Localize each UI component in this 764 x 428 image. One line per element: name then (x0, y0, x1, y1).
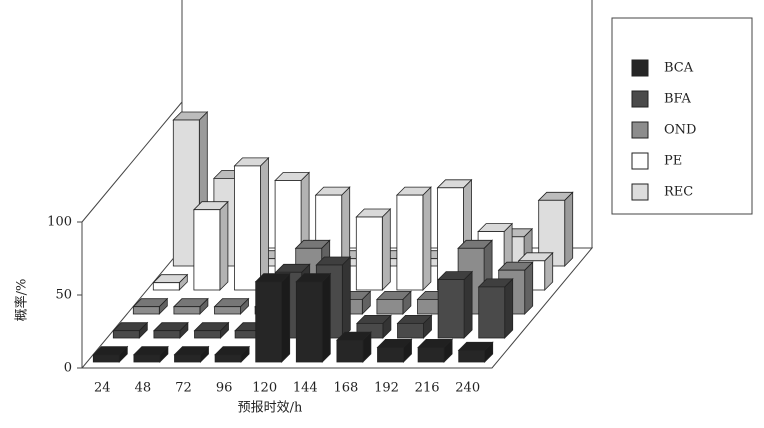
bar (214, 306, 241, 315)
y-tick-label: 0 (64, 361, 72, 376)
bar (255, 281, 283, 363)
x-tick-label: 120 (252, 381, 277, 396)
legend-swatch (631, 90, 649, 108)
legend-box (611, 17, 753, 215)
bar (132, 306, 160, 315)
legend-label: OND (664, 123, 696, 138)
bar (193, 209, 221, 291)
bar (234, 165, 261, 291)
side-wall-edge (81, 101, 183, 223)
legend-swatch (631, 183, 649, 201)
bar (376, 298, 404, 315)
bar-side (281, 272, 291, 363)
y-axis-label: 概率/% (14, 279, 30, 322)
x-tick-label: 240 (455, 381, 480, 396)
bar-side (422, 186, 432, 291)
x-tick-label: 48 (135, 381, 152, 396)
legend-label: PE (664, 154, 682, 169)
bar (417, 346, 445, 363)
legend-swatch (631, 152, 649, 170)
x-tick-label: 24 (94, 381, 111, 396)
legend-label: REC (664, 185, 693, 200)
bar (92, 354, 120, 363)
bar (152, 282, 180, 291)
x-tick-label: 168 (333, 381, 358, 396)
x-axis-label: 预报时效/h (238, 401, 303, 416)
bar (295, 281, 323, 363)
bar (396, 194, 424, 291)
bar-side (524, 261, 534, 315)
bar (153, 330, 181, 339)
legend-swatch (631, 121, 649, 139)
bar (214, 354, 242, 363)
bar (437, 279, 465, 339)
x-tick-label: 144 (293, 381, 318, 396)
legend-swatch (631, 59, 649, 77)
bar-side (219, 200, 229, 291)
bar (173, 306, 201, 315)
bar (478, 286, 506, 339)
x-tick-label: 72 (175, 381, 192, 396)
x-tick-label: 216 (415, 381, 440, 396)
bar (397, 322, 424, 339)
y-tick-label: 50 (55, 288, 72, 303)
bar-side (260, 156, 269, 291)
bar (336, 339, 364, 363)
x-tick-label: 96 (216, 381, 233, 396)
y-tick-label: 100 (47, 215, 72, 230)
bar (377, 346, 404, 363)
legend-label: BCA (664, 61, 694, 76)
x-tick-label: 192 (374, 381, 399, 396)
bar-side (341, 256, 351, 339)
bar (194, 330, 221, 339)
bar-side (504, 277, 514, 339)
bar-side (564, 191, 574, 267)
bar (133, 354, 161, 363)
bar-side (321, 272, 331, 363)
legend-label: BFA (664, 92, 691, 107)
bar (174, 354, 201, 363)
bar-side (463, 270, 473, 339)
bar (112, 330, 140, 339)
bar-side (381, 208, 391, 291)
bar (355, 216, 383, 291)
bar (458, 349, 486, 363)
